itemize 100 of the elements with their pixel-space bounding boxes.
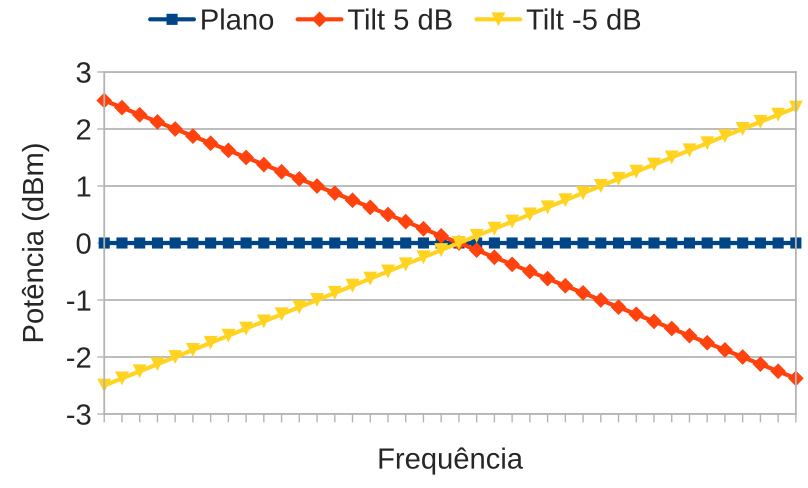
- y-tick-label: 2: [76, 119, 90, 140]
- point: [648, 237, 660, 249]
- y-tick-label: 1: [78, 176, 90, 197]
- point: [291, 171, 308, 187]
- point: [540, 270, 556, 286]
- point: [381, 264, 395, 278]
- point: [346, 237, 358, 249]
- point: [382, 237, 394, 249]
- point: [221, 328, 236, 343]
- point: [433, 228, 450, 244]
- point: [612, 172, 626, 186]
- point: [522, 264, 538, 280]
- point: [400, 237, 412, 249]
- point: [202, 135, 218, 152]
- point: [294, 237, 305, 249]
- point: [754, 237, 766, 249]
- point: [398, 214, 414, 230]
- point: [239, 322, 254, 336]
- point: [628, 306, 644, 322]
- point: [167, 121, 184, 137]
- y-tick-label: -1: [67, 290, 90, 311]
- point: [274, 307, 289, 322]
- point: [326, 185, 343, 201]
- point: [575, 285, 591, 301]
- point: [115, 371, 129, 386]
- point: [699, 334, 716, 351]
- point: [736, 122, 750, 136]
- point: [737, 237, 748, 249]
- point: [416, 250, 430, 264]
- point: [310, 293, 324, 307]
- point: [664, 150, 679, 164]
- point: [594, 179, 608, 193]
- point: [666, 237, 678, 249]
- point: [576, 186, 590, 200]
- point: [134, 237, 146, 249]
- point: [363, 272, 378, 286]
- point: [152, 237, 163, 249]
- point: [702, 237, 713, 249]
- point: [150, 114, 166, 130]
- y-axis-title: Potência (dBm): [22, 144, 50, 342]
- point: [329, 237, 340, 249]
- legend-label: Tilt -5 dB: [526, 8, 640, 30]
- point: [717, 342, 733, 358]
- point: [629, 164, 644, 179]
- legend-label: Plano: [202, 8, 274, 30]
- point: [505, 214, 520, 229]
- point: [524, 237, 536, 249]
- point: [684, 237, 696, 249]
- point: [116, 237, 128, 249]
- point: [470, 228, 484, 243]
- point: [150, 357, 164, 372]
- point: [592, 292, 609, 308]
- point: [595, 237, 606, 249]
- point: [311, 237, 323, 249]
- y-tick-label: 0: [76, 233, 91, 254]
- point: [772, 237, 784, 249]
- point: [560, 237, 571, 249]
- point: [719, 237, 730, 249]
- point: [418, 237, 430, 249]
- point: [540, 200, 555, 214]
- point: [718, 129, 732, 144]
- point: [468, 242, 485, 258]
- point: [185, 128, 201, 144]
- point: [238, 150, 254, 166]
- point: [256, 156, 272, 172]
- point: [434, 243, 448, 258]
- point: [488, 237, 500, 249]
- point: [132, 364, 147, 378]
- point: [486, 249, 502, 266]
- point: [542, 237, 554, 249]
- point: [646, 314, 662, 330]
- point: [610, 299, 626, 315]
- point: [222, 237, 234, 249]
- point: [578, 237, 589, 249]
- y-tick-label: -2: [67, 347, 90, 368]
- point: [522, 208, 537, 222]
- point: [770, 363, 786, 380]
- point: [276, 237, 288, 249]
- point: [664, 320, 680, 336]
- y-tick-label: -3: [67, 404, 90, 425]
- point: [734, 349, 751, 365]
- y-tick-label: 3: [76, 62, 90, 83]
- point: [647, 158, 661, 172]
- point: [362, 200, 378, 216]
- point: [557, 278, 574, 294]
- point: [752, 356, 768, 372]
- point: [240, 237, 252, 249]
- point: [170, 237, 181, 249]
- point: [771, 108, 786, 122]
- point: [612, 237, 624, 249]
- point: [114, 100, 130, 116]
- point: [682, 143, 696, 158]
- point: [364, 237, 376, 249]
- point: [487, 222, 502, 236]
- point: [753, 114, 768, 129]
- point: [380, 206, 396, 222]
- point: [258, 237, 270, 249]
- point: [274, 164, 290, 180]
- point: [328, 286, 342, 300]
- point: [504, 256, 520, 272]
